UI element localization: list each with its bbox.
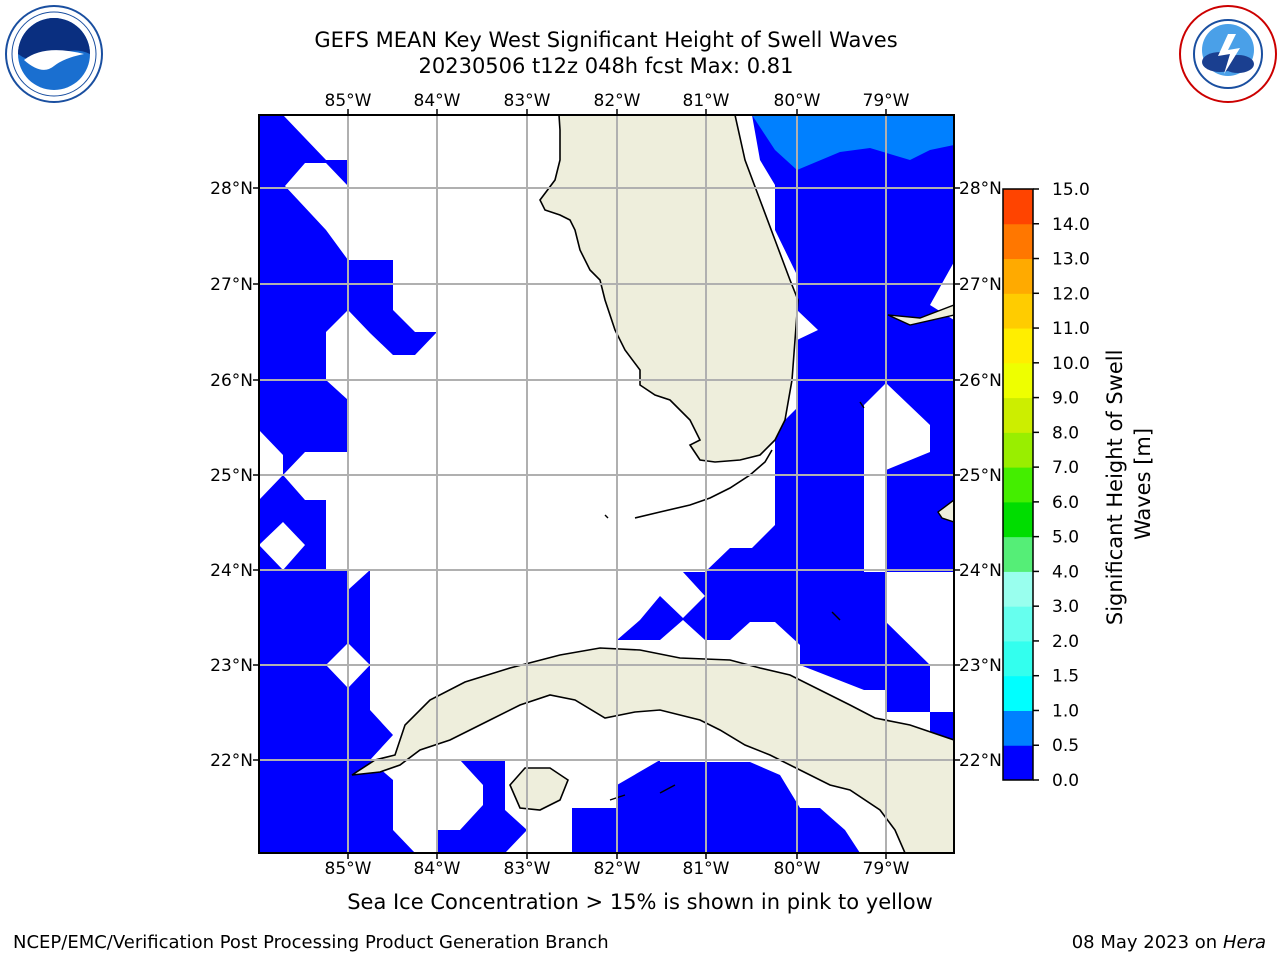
host-name: Hera (1222, 932, 1266, 953)
colorbar-tick-label: 14.0 (1052, 215, 1090, 235)
colorbar-segment (1003, 606, 1033, 642)
lat-label-right: 27°N (959, 275, 1002, 295)
colorbar-tick-label: 2.0 (1052, 632, 1079, 652)
colorbar-segment (1003, 710, 1033, 746)
nws-logo-icon (1179, 5, 1277, 103)
colorbar-tick-label: 0.5 (1052, 736, 1079, 756)
lat-label-left: 26°N (210, 371, 253, 391)
lat-label-right: 22°N (959, 751, 1002, 771)
colorbar-tick-label: 7.0 (1052, 458, 1079, 478)
lat-label-right: 23°N (959, 656, 1002, 676)
colorbar-segment (1003, 293, 1033, 329)
lat-label-left: 22°N (210, 751, 253, 771)
lon-label-bottom: 79°W (863, 859, 910, 879)
colorbar-segment (1003, 745, 1033, 781)
lon-label-bottom: 84°W (414, 859, 461, 879)
colorbar-segment (1003, 223, 1033, 260)
colorbar-segment (1003, 467, 1033, 503)
colorbar-tick-label: 3.0 (1052, 597, 1079, 617)
colorbar-segment (1003, 189, 1033, 225)
colorbar-segment (1003, 501, 1033, 538)
colorbar-tick-label: 9.0 (1052, 389, 1079, 409)
cuba-land (351, 647, 954, 853)
swell-region-west (259, 115, 437, 853)
colorbar-tick-label: 1.0 (1052, 701, 1079, 721)
colorbar-tick-label: 6.0 (1052, 493, 1079, 513)
lon-label-bottom: 81°W (683, 859, 730, 879)
colorbar-tick-label: 0.0 (1052, 771, 1079, 791)
colorbar-tick-label: 4.0 (1052, 562, 1079, 582)
colorbar-segment (1003, 397, 1033, 433)
colorbar-segment (1003, 536, 1033, 572)
lon-label-top: 81°W (683, 91, 730, 111)
lat-label-right: 26°N (959, 371, 1002, 391)
lon-label-top: 85°W (325, 91, 372, 111)
swell-region-east (617, 115, 954, 830)
colorbar-segment (1003, 258, 1033, 294)
lat-label-left: 28°N (210, 179, 253, 199)
colorbar-tick-label: 12.0 (1052, 284, 1090, 304)
lat-label-left: 25°N (210, 466, 253, 486)
map-title: GEFS MEAN Key West Significant Height of… (314, 28, 898, 52)
colorbar-tick-label: 5.0 (1052, 528, 1079, 548)
lon-label-top: 79°W (863, 91, 910, 111)
lat-label-left: 23°N (210, 656, 253, 676)
colorbar-segment (1003, 640, 1033, 677)
credit-text: NCEP/EMC/Verification Post Processing Pr… (13, 932, 609, 953)
lat-label-right: 25°N (959, 466, 1002, 486)
colorbar-segment (1003, 362, 1033, 399)
date-text: 08 May 2023 on Hera (1071, 932, 1266, 953)
lat-label-right: 28°N (959, 179, 1002, 199)
colorbar-label: Significant Height of Swell Waves [m] (1103, 343, 1155, 625)
lat-label-right: 24°N (959, 561, 1002, 581)
lon-label-top: 83°W (504, 91, 551, 111)
colorbar-segment (1003, 432, 1033, 468)
lat-label-left: 24°N (210, 561, 253, 581)
lon-label-top: 82°W (594, 91, 641, 111)
colorbar-tick-label: 11.0 (1052, 319, 1090, 339)
colorbar-tick-label: 1.5 (1052, 667, 1079, 687)
colorbar-tick-label: 15.0 (1052, 180, 1090, 200)
lon-label-bottom: 82°W (594, 859, 641, 879)
forecast-info: 20230506 t12z 048h fcst Max: 0.81 (418, 54, 794, 78)
lat-label-left: 27°N (210, 275, 253, 295)
lon-label-top: 80°W (774, 91, 821, 111)
lon-label-bottom: 83°W (504, 859, 551, 879)
sea-ice-note: Sea Ice Concentration > 15% is shown in … (347, 890, 933, 914)
swell-region-mid (752, 115, 954, 170)
lon-label-bottom: 80°W (774, 859, 821, 879)
colorbar: 0.0 0.5 1.0 1.5 2.0 3.0 4.0 5.0 6.0 7.0 8.0 9.0 10.0… (1002, 180, 1090, 791)
lon-label-bottom: 85°W (325, 859, 372, 879)
colorbar-tick-label: 8.0 (1052, 423, 1079, 443)
colorbar-segment (1003, 571, 1033, 607)
colorbar-segment (1003, 328, 1033, 364)
colorbar-tick-label: 10.0 (1052, 354, 1090, 374)
swell-region-south (437, 760, 527, 853)
noaa-logo-icon (5, 5, 103, 103)
colorbar-segment (1003, 675, 1033, 711)
colorbar-tick-label: 13.0 (1052, 250, 1090, 270)
lon-label-top: 84°W (414, 91, 461, 111)
